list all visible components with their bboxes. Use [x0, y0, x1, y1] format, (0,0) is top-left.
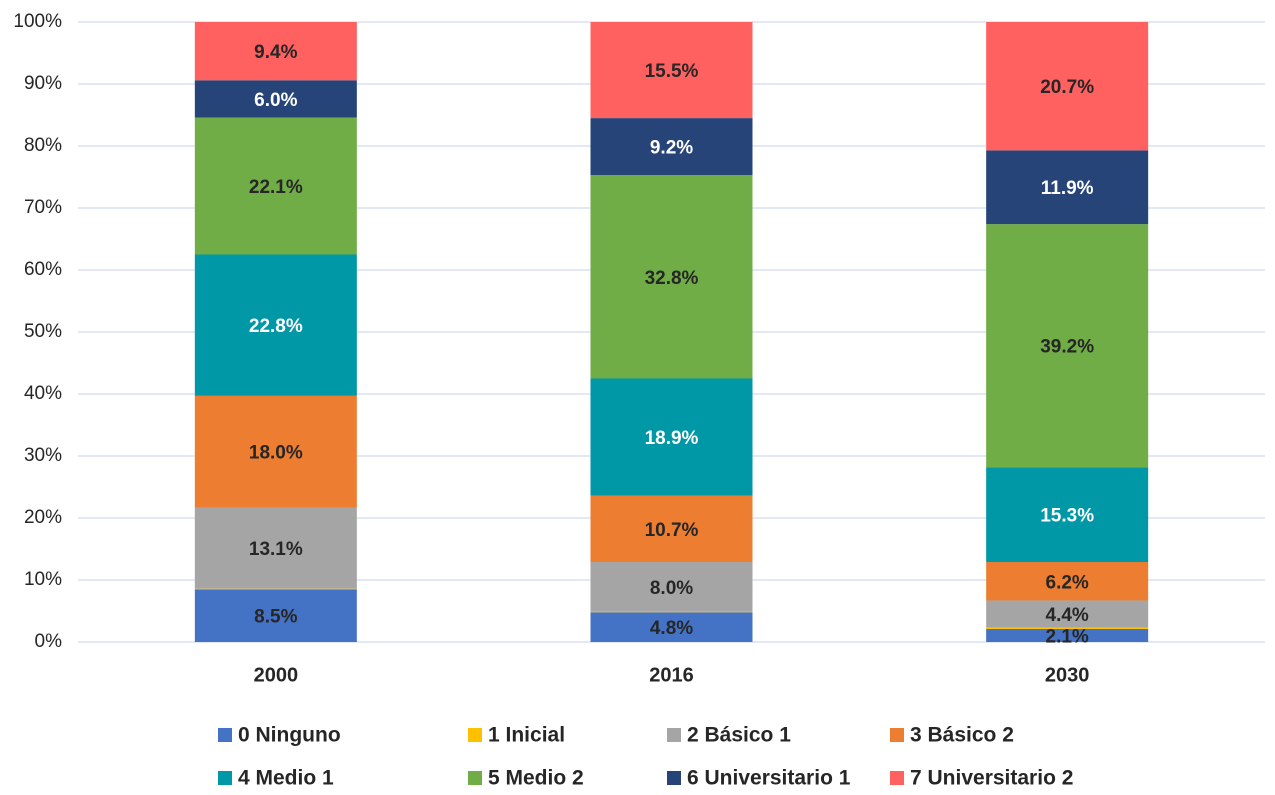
- y-tick-label: 70%: [24, 197, 62, 218]
- x-tick-label: 2016: [649, 664, 694, 686]
- data-label: 4.4%: [1046, 605, 1089, 626]
- data-label: 4.8%: [650, 618, 693, 639]
- data-label: 39.2%: [1040, 337, 1094, 358]
- legend-label: 2 Básico 1: [687, 724, 791, 747]
- legend-label: 6 Universitario 1: [687, 767, 851, 790]
- y-tick-label: 20%: [24, 507, 62, 528]
- bar-segment: [590, 495, 753, 563]
- bar-segment: [590, 612, 753, 642]
- data-label: 2.1%: [1046, 627, 1089, 648]
- data-label: 22.8%: [249, 316, 303, 337]
- legend-swatch: [218, 728, 232, 742]
- data-label: 10.7%: [645, 520, 699, 541]
- legend-swatch: [218, 771, 232, 785]
- y-tick-label: 40%: [24, 383, 62, 404]
- data-label: 8.0%: [650, 578, 693, 599]
- bar-segment: [986, 627, 1149, 629]
- bar-segment: [194, 117, 357, 255]
- x-tick-label: 2000: [254, 664, 299, 686]
- bar-segment: [590, 378, 753, 496]
- bar-segment: [194, 395, 357, 508]
- y-tick-label: 100%: [13, 11, 62, 32]
- data-label: 8.5%: [254, 607, 297, 628]
- legend-label: 0 Ninguno: [238, 724, 341, 747]
- data-label: 15.5%: [645, 61, 699, 82]
- bar-segment: [590, 22, 753, 119]
- data-label: 20.7%: [1040, 77, 1094, 98]
- y-tick-label: 80%: [24, 135, 62, 156]
- bar-segment: [986, 562, 1149, 601]
- bar-segment: [590, 118, 753, 176]
- bar-segment: [194, 588, 357, 590]
- legend-label: 1 Inicial: [488, 724, 565, 747]
- data-label: 32.8%: [645, 268, 699, 289]
- bar-segment: [590, 611, 753, 613]
- bar-segment: [986, 22, 1149, 151]
- bar-segment: [194, 80, 357, 118]
- data-label: 18.0%: [249, 443, 303, 464]
- data-label: 6.2%: [1046, 572, 1089, 593]
- data-label: 9.2%: [650, 138, 693, 159]
- bar-segment: [194, 507, 357, 589]
- bar-segment: [194, 254, 357, 396]
- legend-label: 5 Medio 2: [488, 767, 584, 790]
- data-label: 15.3%: [1040, 506, 1094, 527]
- bar-segment: [986, 628, 1149, 642]
- y-tick-label: 30%: [24, 445, 62, 466]
- data-label: 11.9%: [1041, 178, 1094, 199]
- x-tick-label: 2030: [1045, 664, 1090, 686]
- bar-segment: [590, 562, 753, 612]
- bar-segment: [590, 175, 753, 379]
- legend-label: 7 Universitario 2: [910, 767, 1073, 790]
- bar-segment: [986, 224, 1149, 468]
- data-label: 22.1%: [249, 177, 303, 198]
- bar-segment: [194, 589, 357, 642]
- y-tick-label: 10%: [24, 569, 62, 590]
- y-tick-label: 50%: [24, 321, 62, 342]
- legend-label: 3 Básico 2: [910, 724, 1014, 747]
- legend-label: 4 Medio 1: [238, 767, 334, 790]
- data-label: 13.1%: [249, 539, 303, 560]
- data-label: 18.9%: [645, 428, 699, 449]
- data-label: 6.0%: [254, 90, 297, 111]
- bar-segment: [194, 22, 357, 81]
- y-tick-label: 60%: [24, 259, 62, 280]
- y-tick-label: 90%: [24, 73, 62, 94]
- legend-swatch: [667, 728, 681, 742]
- y-tick-label: 0%: [35, 631, 63, 652]
- legend-swatch: [667, 771, 681, 785]
- bar-segment: [986, 150, 1149, 225]
- data-label: 9.4%: [254, 42, 297, 63]
- bar-segment: [986, 600, 1149, 628]
- bar-segment: [986, 467, 1149, 563]
- legend-swatch: [468, 771, 482, 785]
- legend-swatch: [468, 728, 482, 742]
- legend-swatch: [890, 728, 904, 742]
- legend-swatch: [890, 771, 904, 785]
